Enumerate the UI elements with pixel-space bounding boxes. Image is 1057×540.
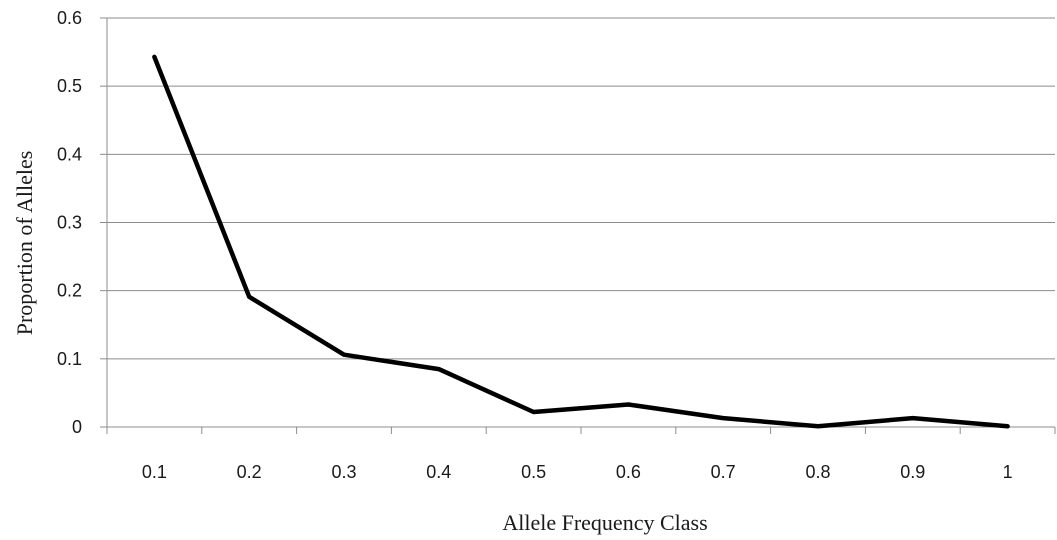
y-tick-label: 0.5 <box>57 76 82 96</box>
x-tick-label: 1 <box>1003 462 1013 482</box>
x-tick-labels: 0.1 0.2 0.3 0.4 0.5 0.6 0.7 0.8 0.9 1 <box>142 462 1013 482</box>
gridlines <box>107 17 1055 360</box>
x-tick-label: 0.2 <box>237 462 262 482</box>
axes <box>100 17 1056 434</box>
x-tick-label: 0.7 <box>711 462 736 482</box>
x-tick-label: 0.6 <box>616 462 641 482</box>
x-tick-label: 0.4 <box>426 462 451 482</box>
x-tick-label: 0.3 <box>331 462 356 482</box>
series-layer <box>152 54 1010 429</box>
series-line <box>152 54 1010 429</box>
y-tick-label: 0.3 <box>57 213 82 233</box>
x-tick-label: 0.8 <box>805 462 830 482</box>
y-tick-labels: 0 0.1 0.2 0.3 0.4 0.5 0.6 <box>57 8 82 437</box>
x-tick-label: 0.9 <box>900 462 925 482</box>
y-axis-title: Proportion of Alleles <box>12 151 37 336</box>
x-tick-label: 0.1 <box>142 462 167 482</box>
y-tick-label: 0.1 <box>57 349 82 369</box>
y-tick-label: 0.2 <box>57 281 82 301</box>
x-tick-label: 0.5 <box>521 462 546 482</box>
y-tick-label: 0.4 <box>57 144 82 164</box>
x-axis-title: Allele Frequency Class <box>502 510 707 535</box>
y-tick-label: 0.6 <box>57 8 82 28</box>
y-tick-label: 0 <box>72 417 82 437</box>
